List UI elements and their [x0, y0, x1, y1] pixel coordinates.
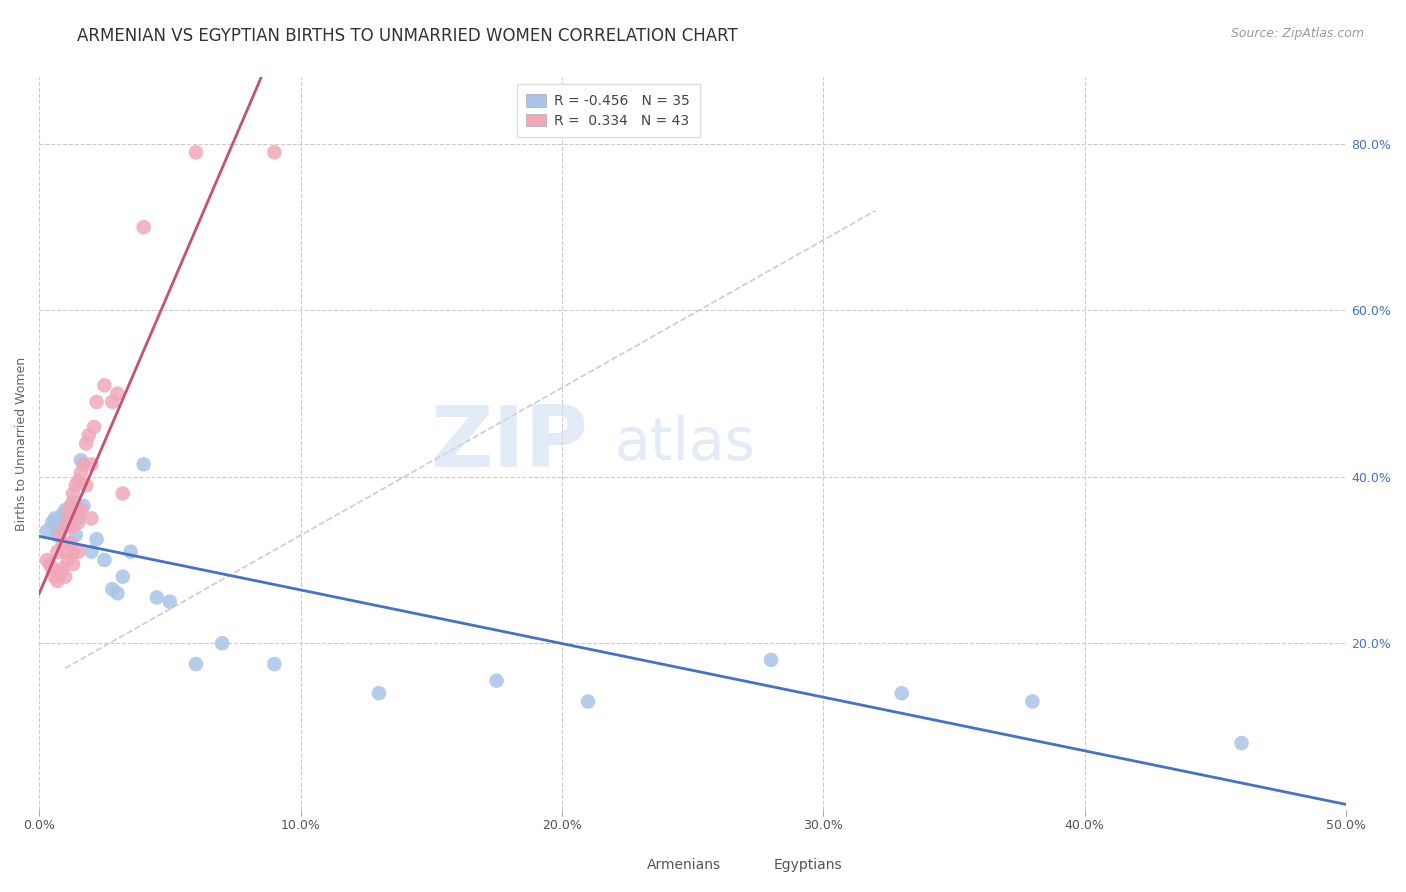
- Point: [67, 474, 90, 488]
- Point: [263, 657, 285, 671]
- Point: [49, 528, 72, 542]
- Point: [59, 503, 82, 517]
- Point: [80, 458, 103, 472]
- Point: [65, 503, 87, 517]
- Point: [111, 570, 134, 584]
- Point: [93, 553, 115, 567]
- Point: [263, 145, 285, 160]
- Point: [52, 508, 75, 522]
- Point: [53, 503, 76, 517]
- Point: [132, 458, 155, 472]
- Point: [77, 428, 100, 442]
- Point: [62, 545, 84, 559]
- Point: [101, 582, 124, 597]
- Point: [759, 653, 782, 667]
- Point: [46, 545, 69, 559]
- Point: [107, 586, 129, 600]
- Point: [59, 499, 82, 513]
- Point: [46, 574, 69, 588]
- Y-axis label: Births to Unmarried Women: Births to Unmarried Women: [15, 357, 28, 531]
- Point: [890, 686, 912, 700]
- Point: [52, 561, 75, 575]
- Point: [56, 553, 79, 567]
- Point: [56, 516, 79, 530]
- Point: [70, 453, 93, 467]
- Point: [53, 570, 76, 584]
- Point: [62, 495, 84, 509]
- Point: [41, 561, 63, 575]
- Text: atlas: atlas: [614, 415, 755, 472]
- Point: [211, 636, 233, 650]
- Point: [38, 558, 60, 572]
- Text: Source: ZipAtlas.com: Source: ZipAtlas.com: [1230, 27, 1364, 40]
- Point: [70, 466, 93, 480]
- Point: [80, 545, 103, 559]
- Point: [184, 145, 207, 160]
- Point: [49, 566, 72, 580]
- Point: [86, 395, 108, 409]
- Point: [44, 570, 66, 584]
- Point: [83, 420, 105, 434]
- Point: [184, 657, 207, 671]
- Point: [576, 694, 599, 708]
- Point: [75, 436, 97, 450]
- Point: [86, 533, 108, 547]
- Point: [62, 486, 84, 500]
- Point: [67, 516, 90, 530]
- Point: [46, 528, 69, 542]
- Point: [159, 595, 181, 609]
- Point: [80, 511, 103, 525]
- Text: ARMENIAN VS EGYPTIAN BIRTHS TO UNMARRIED WOMEN CORRELATION CHART: ARMENIAN VS EGYPTIAN BIRTHS TO UNMARRIED…: [77, 27, 738, 45]
- Point: [120, 545, 142, 559]
- Point: [145, 591, 167, 605]
- Point: [53, 520, 76, 534]
- Point: [107, 386, 129, 401]
- Point: [111, 486, 134, 500]
- Point: [132, 220, 155, 235]
- Point: [53, 511, 76, 525]
- Point: [62, 558, 84, 572]
- Legend: R = -0.456   N = 35, R =  0.334   N = 43: R = -0.456 N = 35, R = 0.334 N = 43: [516, 85, 700, 137]
- Point: [52, 536, 75, 550]
- Point: [67, 511, 90, 525]
- Text: Armenians: Armenians: [647, 858, 721, 872]
- Point: [49, 520, 72, 534]
- Text: Egyptians: Egyptians: [773, 858, 842, 872]
- Point: [59, 536, 82, 550]
- Point: [1021, 694, 1043, 708]
- Point: [35, 524, 58, 538]
- Point: [70, 503, 93, 517]
- Point: [65, 478, 87, 492]
- Point: [368, 686, 391, 700]
- Point: [41, 516, 63, 530]
- Point: [53, 545, 76, 559]
- Point: [44, 511, 66, 525]
- Point: [485, 673, 508, 688]
- Point: [35, 553, 58, 567]
- Point: [67, 545, 90, 559]
- Point: [72, 458, 94, 472]
- Point: [62, 520, 84, 534]
- Point: [101, 395, 124, 409]
- Point: [56, 508, 79, 522]
- Point: [93, 378, 115, 392]
- Point: [75, 478, 97, 492]
- Point: [65, 528, 87, 542]
- Text: ZIP: ZIP: [430, 402, 588, 485]
- Point: [72, 499, 94, 513]
- Point: [1230, 736, 1253, 750]
